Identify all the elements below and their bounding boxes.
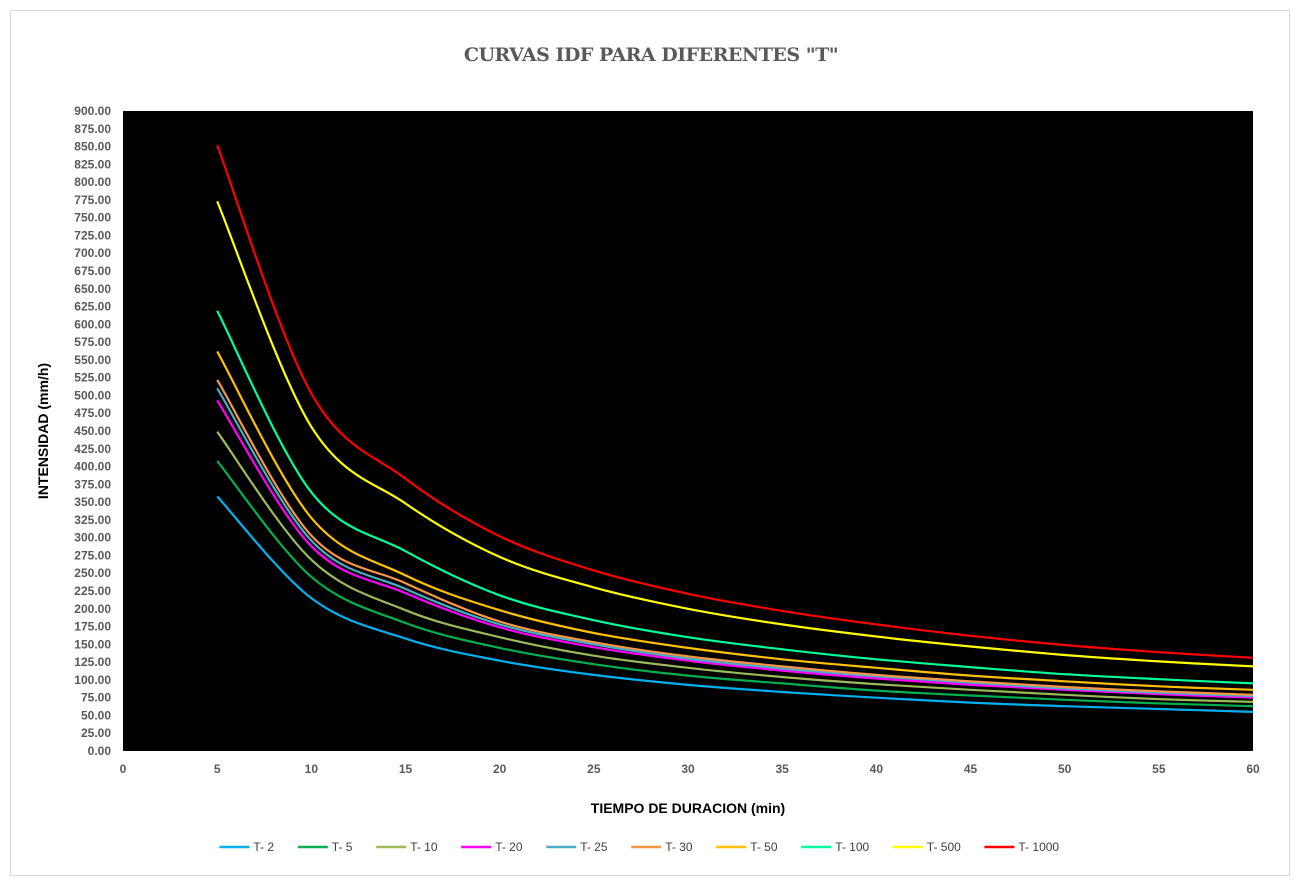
legend-item: T- 500 bbox=[892, 840, 961, 854]
legend-label: T- 100 bbox=[835, 840, 869, 854]
y-axis-ticks: 0.00 25.00 50.00 75.00 100.00 125.00 150.00 175… bbox=[74, 104, 111, 758]
y-tick-label: 800.00 bbox=[74, 175, 111, 189]
chart-frame: CURVAS IDF PARA DIFERENTES "T" 0.00 25.00… bbox=[10, 10, 1290, 876]
legend-item: T- 2 bbox=[219, 840, 274, 854]
series-line-t-500 bbox=[216, 200, 1254, 668]
series-line-t-10 bbox=[216, 431, 1254, 703]
plot-area bbox=[123, 111, 1253, 751]
legend-label: T- 25 bbox=[580, 840, 608, 854]
series-lines bbox=[216, 144, 1254, 713]
y-tick-label: 825.00 bbox=[74, 157, 111, 171]
y-tick-label: 75.00 bbox=[81, 691, 111, 705]
y-tick-label: 250.00 bbox=[74, 566, 111, 580]
x-tick-label: 35 bbox=[775, 762, 789, 776]
y-tick-label: 100.00 bbox=[74, 673, 111, 687]
y-tick-label: 325.00 bbox=[74, 513, 111, 527]
y-tick-label: 125.00 bbox=[74, 655, 111, 669]
y-tick-label: 625.00 bbox=[74, 300, 111, 314]
x-tick-label: 40 bbox=[870, 762, 884, 776]
y-tick-label: 600.00 bbox=[74, 317, 111, 331]
y-tick-label: 750.00 bbox=[74, 211, 111, 225]
x-tick-label: 55 bbox=[1152, 762, 1166, 776]
x-tick-label: 60 bbox=[1246, 762, 1260, 776]
y-tick-label: 475.00 bbox=[74, 406, 111, 420]
legend-label: T- 500 bbox=[927, 840, 961, 854]
series-line-t-30 bbox=[216, 379, 1254, 696]
legend-label: T- 30 bbox=[665, 840, 693, 854]
legend-label: T- 2 bbox=[253, 840, 274, 854]
y-tick-label: 25.00 bbox=[81, 726, 111, 740]
x-tick-label: 15 bbox=[399, 762, 413, 776]
y-axis-title: INTENSIDAD (mm/h) bbox=[35, 363, 51, 499]
legend-item: T- 30 bbox=[631, 840, 693, 854]
legend-item: T- 20 bbox=[461, 840, 523, 854]
x-tick-label: 25 bbox=[587, 762, 601, 776]
y-tick-label: 150.00 bbox=[74, 637, 111, 651]
legend: T- 2 T- 5 T- 10 T- 20 T- 25 T- 30 T- 50 T- 100 T… bbox=[219, 840, 1059, 854]
y-tick-label: 700.00 bbox=[74, 246, 111, 260]
y-tick-label: 375.00 bbox=[74, 477, 111, 491]
series-line-t-25 bbox=[216, 387, 1254, 698]
legend-item: T- 25 bbox=[546, 840, 608, 854]
series-line-t-100 bbox=[216, 310, 1254, 685]
y-tick-label: 450.00 bbox=[74, 424, 111, 438]
series-line-t-5 bbox=[216, 460, 1254, 708]
x-tick-label: 10 bbox=[305, 762, 319, 776]
y-tick-label: 900.00 bbox=[74, 104, 111, 118]
x-tick-label: 5 bbox=[214, 762, 221, 776]
y-tick-label: 200.00 bbox=[74, 602, 111, 616]
y-tick-label: 300.00 bbox=[74, 531, 111, 545]
y-tick-label: 275.00 bbox=[74, 548, 111, 562]
y-tick-label: 550.00 bbox=[74, 353, 111, 367]
y-tick-label: 400.00 bbox=[74, 460, 111, 474]
y-tick-label: 350.00 bbox=[74, 495, 111, 509]
series-line-t-20 bbox=[216, 399, 1254, 699]
x-tick-label: 30 bbox=[681, 762, 695, 776]
legend-item: T- 1000 bbox=[984, 840, 1059, 854]
y-tick-label: 175.00 bbox=[74, 620, 111, 634]
chart-title: CURVAS IDF PARA DIFERENTES "T" bbox=[464, 44, 838, 66]
legend-label: T- 10 bbox=[410, 840, 438, 854]
y-tick-label: 675.00 bbox=[74, 264, 111, 278]
x-tick-label: 0 bbox=[120, 762, 127, 776]
y-tick-label: 775.00 bbox=[74, 193, 111, 207]
chart-svg: CURVAS IDF PARA DIFERENTES "T" 0.00 25.00… bbox=[35, 44, 1260, 854]
legend-item: T- 10 bbox=[376, 840, 438, 854]
series-line-t-1000 bbox=[216, 144, 1254, 659]
series-line-t-50 bbox=[216, 350, 1254, 691]
y-tick-label: 0.00 bbox=[88, 744, 112, 758]
legend-item: T- 50 bbox=[716, 840, 778, 854]
y-tick-label: 525.00 bbox=[74, 371, 111, 385]
y-tick-label: 725.00 bbox=[74, 228, 111, 242]
y-tick-label: 225.00 bbox=[74, 584, 111, 598]
y-tick-label: 500.00 bbox=[74, 388, 111, 402]
y-tick-label: 850.00 bbox=[74, 140, 111, 154]
legend-label: T- 50 bbox=[750, 840, 778, 854]
y-tick-label: 875.00 bbox=[74, 122, 111, 136]
x-axis-ticks: 0 5 10 15 20 25 30 35 40 45 50 55 60 bbox=[120, 762, 1260, 776]
x-tick-label: 50 bbox=[1058, 762, 1072, 776]
y-tick-label: 50.00 bbox=[81, 708, 111, 722]
y-tick-label: 575.00 bbox=[74, 335, 111, 349]
series-line-t-2 bbox=[216, 495, 1254, 713]
legend-label: T- 5 bbox=[332, 840, 353, 854]
x-tick-label: 45 bbox=[964, 762, 978, 776]
y-tick-label: 425.00 bbox=[74, 442, 111, 456]
legend-label: T- 1000 bbox=[1018, 840, 1059, 854]
y-tick-label: 650.00 bbox=[74, 282, 111, 296]
legend-item: T- 100 bbox=[801, 840, 870, 854]
legend-item: T- 5 bbox=[297, 840, 353, 854]
legend-label: T- 20 bbox=[495, 840, 523, 854]
x-axis-title: TIEMPO DE DURACION (min) bbox=[591, 800, 785, 816]
x-tick-label: 20 bbox=[493, 762, 507, 776]
